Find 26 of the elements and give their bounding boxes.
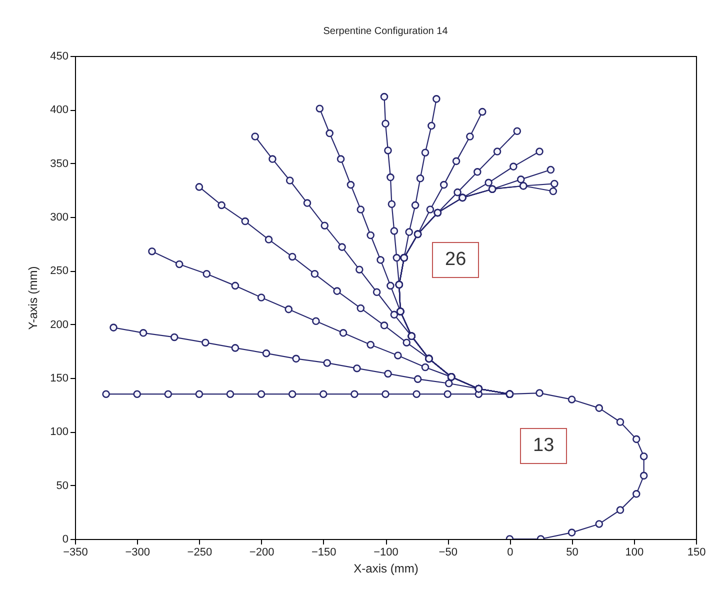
x-tick-label: −150 xyxy=(312,546,336,558)
y-tick-label: 50 xyxy=(56,480,68,492)
x-tick-label: −250 xyxy=(187,546,212,558)
x-tick-label: 50 xyxy=(566,546,578,558)
y-tick-label: 150 xyxy=(50,372,68,384)
y-tick-label: 400 xyxy=(50,104,68,116)
annotation: 26 xyxy=(432,242,480,278)
y-tick-label: 250 xyxy=(50,265,68,278)
x-tick-label: 100 xyxy=(625,546,644,558)
y-tick-label: 100 xyxy=(50,426,68,438)
x-tick-label: −300 xyxy=(125,546,150,558)
x-tick-label: −350 xyxy=(63,546,88,558)
chart-title: Serpentine Configuration 14 xyxy=(323,26,448,37)
x-tick-label: 150 xyxy=(687,546,706,558)
y-tick-label: 350 xyxy=(50,158,68,170)
y-tick-label: 0 xyxy=(62,534,68,546)
y-axis-title: Y-axis (mm) xyxy=(26,266,40,330)
x-tick-label: −100 xyxy=(374,546,398,558)
x-axis-title: X-axis (mm) xyxy=(354,562,418,576)
y-tick-label: 200 xyxy=(50,318,68,331)
x-tick-label: −50 xyxy=(438,546,458,558)
annotation: 13 xyxy=(520,428,568,464)
x-tick-label: 0 xyxy=(507,546,514,558)
y-tick-label: 450 xyxy=(50,50,68,62)
x-tick-label: −200 xyxy=(249,546,274,558)
y-tick-label: 300 xyxy=(50,212,68,224)
